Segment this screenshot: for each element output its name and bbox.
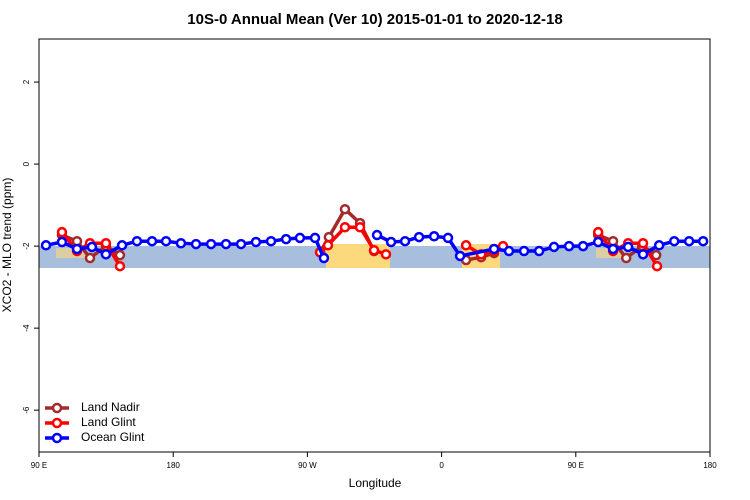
data-point: [563, 240, 575, 252]
x-tick-label: 90 E: [31, 461, 47, 470]
legend-marker: [51, 417, 63, 429]
y-tick-label: 2: [22, 79, 31, 84]
data-point: [488, 243, 500, 255]
data-point: [518, 245, 530, 257]
data-point: [354, 221, 366, 233]
data-point: [265, 235, 277, 247]
data-point: [235, 238, 247, 250]
data-point: [653, 240, 665, 251]
data-point: [318, 252, 330, 264]
x-tick-label: 0: [439, 461, 444, 470]
data-point: [428, 231, 440, 242]
x-tick-label: 90 W: [298, 461, 317, 470]
data-point: [56, 236, 68, 248]
data-point: [413, 231, 425, 243]
data-point: [116, 240, 128, 251]
data-point: [460, 240, 472, 251]
data-point: [40, 240, 52, 251]
data-point: [220, 238, 232, 250]
legend-label: Ocean Glint: [81, 430, 145, 444]
data-point: [371, 229, 383, 241]
data-point: [668, 235, 680, 247]
data-point: [637, 249, 649, 260]
data-point: [100, 249, 112, 260]
legend-marker: [51, 402, 63, 414]
data-point: [190, 238, 202, 250]
series-line: [376, 233, 704, 258]
data-point: [84, 252, 96, 264]
data-point: [146, 235, 158, 247]
data-point: [114, 249, 126, 261]
data-point: [607, 243, 619, 255]
data-point: [503, 245, 515, 257]
legend-label: Land Nadir: [81, 400, 140, 414]
data-point: [339, 221, 351, 233]
data-point: [56, 226, 68, 238]
data-point: [71, 243, 83, 255]
legend-marker: [51, 432, 63, 444]
data-point: [294, 232, 306, 244]
y-tick-label: 0: [22, 161, 31, 166]
x-tick-label: 90 E: [568, 461, 584, 470]
data-point: [280, 233, 292, 245]
data-point: [86, 241, 98, 253]
data-point: [637, 237, 649, 249]
y-axis-label: XCO2 - MLO trend (ppm): [0, 178, 14, 313]
data-point: [533, 245, 545, 257]
chart-title: 10S-0 Annual Mean (Ver 10) 2015-01-01 to…: [187, 11, 562, 28]
data-point: [548, 241, 560, 253]
data-point: [442, 232, 454, 244]
data-point: [697, 235, 709, 247]
data-point: [592, 236, 604, 248]
data-point: [577, 240, 589, 252]
data-point: [114, 260, 126, 272]
legend-label: Land Glint: [81, 415, 136, 429]
y-tick-label: -6: [22, 406, 31, 414]
data-point: [651, 260, 663, 272]
data-point: [454, 250, 466, 262]
x-tick-label: 180: [167, 461, 181, 470]
y-tick-label: -4: [22, 324, 31, 332]
data-point: [622, 241, 634, 253]
data-point: [368, 244, 380, 256]
data-point: [100, 237, 112, 249]
x-tick-label: 180: [703, 461, 717, 470]
data-point: [160, 235, 172, 247]
data-point: [399, 235, 411, 247]
data-point: [339, 203, 351, 215]
data-point: [592, 226, 604, 238]
data-point: [175, 237, 187, 249]
plot-frame: [38, 38, 711, 453]
x-axis-label: Longitude: [349, 476, 402, 490]
y-tick-label: -2: [22, 242, 31, 250]
data-point: [683, 235, 695, 247]
data-point: [309, 232, 321, 244]
data-point: [131, 235, 143, 247]
data-point: [322, 240, 334, 251]
data-point: [385, 236, 397, 248]
data-point: [380, 249, 392, 260]
data-point: [250, 236, 262, 248]
data-point: [620, 252, 632, 264]
data-point: [205, 238, 217, 250]
